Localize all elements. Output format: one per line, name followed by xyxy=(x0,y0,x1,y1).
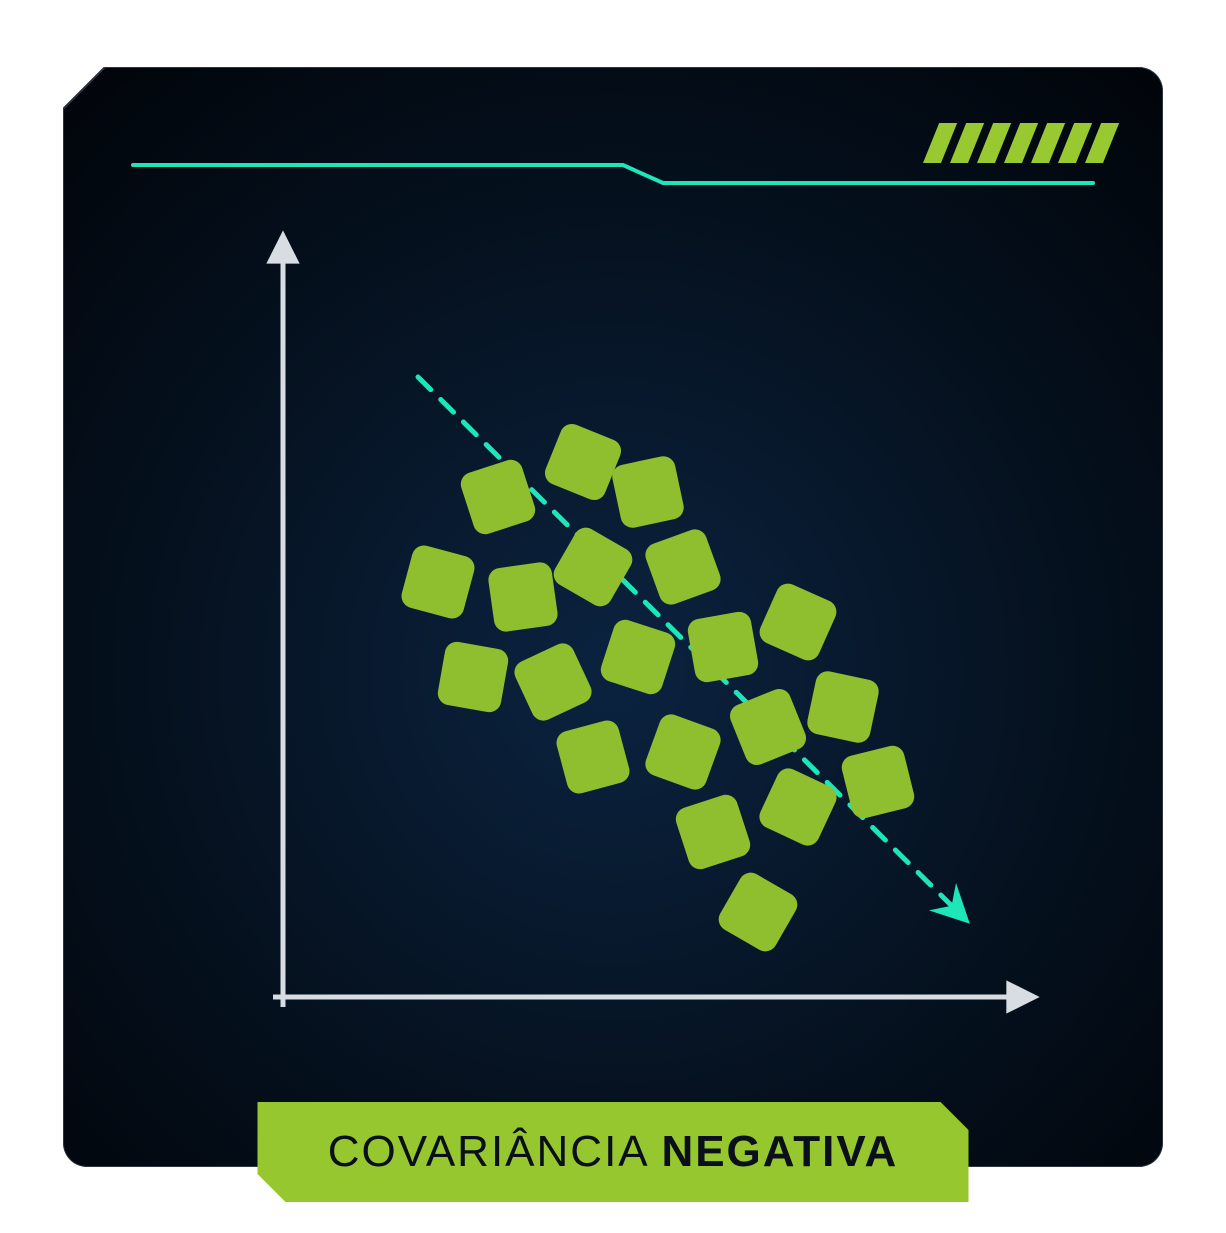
title-banner: COVARIÂNCIA NEGATIVA xyxy=(258,1102,969,1202)
title-light: COVARIÂNCIA xyxy=(328,1127,662,1176)
data-point xyxy=(554,717,632,795)
data-point xyxy=(610,454,686,530)
title-bold: NEGATIVA xyxy=(661,1127,898,1176)
data-point xyxy=(399,542,477,620)
chart-svg xyxy=(243,227,1043,1027)
scatter-chart xyxy=(243,227,1043,1027)
data-point xyxy=(642,525,724,607)
data-point xyxy=(436,639,510,713)
data-point xyxy=(686,609,760,683)
scatter-points xyxy=(399,420,917,955)
data-point xyxy=(642,710,724,792)
data-point xyxy=(598,616,679,697)
data-point xyxy=(755,764,840,849)
data-point xyxy=(487,560,559,632)
data-point xyxy=(714,868,801,955)
data-point xyxy=(549,523,636,610)
data-point xyxy=(673,791,754,872)
title-text: COVARIÂNCIA NEGATIVA xyxy=(258,1127,969,1177)
data-point xyxy=(541,420,624,503)
stat-card: COVARIÂNCIA NEGATIVA xyxy=(63,67,1163,1167)
data-point xyxy=(458,456,539,537)
data-point xyxy=(805,669,881,745)
data-point xyxy=(756,579,840,663)
data-point xyxy=(510,639,595,724)
